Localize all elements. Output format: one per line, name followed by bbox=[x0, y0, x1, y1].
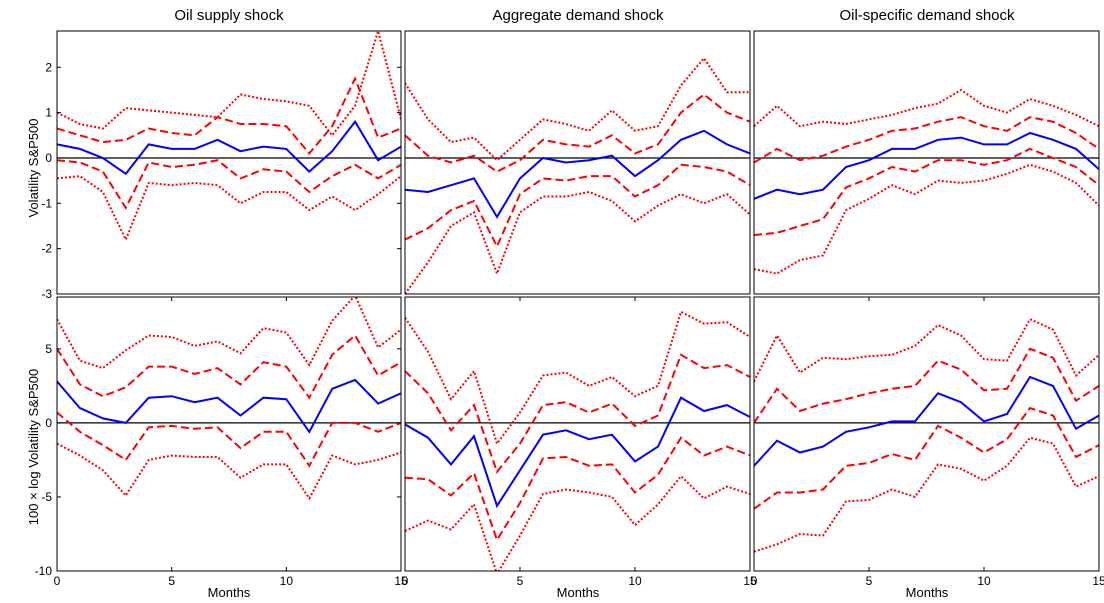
impulse-response-line bbox=[405, 129, 750, 219]
panel-bottom-left: -10 -5 0 5 0 5 10 15 bbox=[35, 296, 408, 588]
confidence-band-dotted-lower bbox=[57, 175, 401, 243]
y-tick-label: 0 bbox=[45, 151, 52, 165]
x-axis-label-left: Months bbox=[208, 585, 251, 600]
panel-title-oil-specific-demand: Oil-specific demand shock bbox=[839, 7, 1015, 24]
confidence-band-dotted-upper bbox=[57, 297, 401, 370]
impulse-response-line bbox=[754, 375, 1099, 467]
x-tick-label: 10 bbox=[628, 574, 642, 588]
y-axis-label-top: Volatility S&P500 bbox=[26, 118, 41, 217]
panel-top-middle bbox=[404, 30, 751, 295]
panel-frame bbox=[56, 296, 402, 572]
x-tick-label: 15 bbox=[394, 574, 408, 588]
confidence-band-dashed-upper bbox=[57, 333, 401, 400]
x-tick-label: 5 bbox=[866, 574, 873, 588]
y-tick-label: 5 bbox=[45, 342, 52, 356]
confidence-band-dashed-upper bbox=[57, 76, 401, 155]
x-axis-label-middle: Months bbox=[557, 585, 600, 600]
confidence-band-dotted-upper bbox=[57, 31, 401, 137]
plot-area-top-right bbox=[754, 88, 1099, 275]
confidence-band-dotted-lower bbox=[405, 474, 750, 571]
confidence-band-dashed-lower bbox=[754, 406, 1099, 510]
x-tick-label: 5 bbox=[517, 574, 524, 588]
confidence-band-dotted-upper bbox=[405, 56, 750, 162]
confidence-band-dashed-lower bbox=[57, 411, 401, 468]
panel-frame bbox=[404, 296, 751, 572]
panel-top-right bbox=[753, 30, 1100, 295]
impulse-response-line bbox=[754, 131, 1099, 200]
y-tick-label: 1 bbox=[45, 106, 52, 120]
confidence-band-dashed-lower bbox=[754, 147, 1099, 237]
x-tick-label: 0 bbox=[402, 574, 409, 588]
confidence-band-dotted-lower bbox=[57, 442, 401, 501]
confidence-band-dashed-upper bbox=[405, 353, 750, 474]
confidence-band-dotted-upper bbox=[754, 88, 1099, 128]
x-axis-label-right: Months bbox=[906, 585, 949, 600]
y-tick-label: -1 bbox=[41, 196, 52, 210]
plot-area-top-middle bbox=[405, 56, 750, 294]
impulse-response-line bbox=[57, 378, 401, 434]
y-tick-label: 2 bbox=[45, 60, 52, 74]
panel-title-oil-supply: Oil supply shock bbox=[174, 7, 284, 24]
panel-frame bbox=[753, 296, 1100, 572]
confidence-band-dashed-upper bbox=[754, 347, 1099, 424]
x-tick-label: 10 bbox=[280, 574, 294, 588]
panel-bottom-right: 0 5 10 15 bbox=[751, 296, 1104, 588]
y-tick-label: -3 bbox=[41, 287, 52, 301]
confidence-band-dotted-lower bbox=[754, 163, 1099, 275]
impulse-response-line bbox=[57, 119, 401, 176]
confidence-band-dashed-upper bbox=[405, 93, 750, 173]
plot-area-bottom-left bbox=[57, 297, 401, 501]
panel-bottom-middle: 0 5 10 15 bbox=[402, 296, 757, 588]
x-tick-label: 15 bbox=[743, 574, 757, 588]
panel-frame bbox=[753, 30, 1100, 295]
confidence-band-dotted-lower bbox=[754, 436, 1099, 553]
x-tick-label: 5 bbox=[168, 574, 175, 588]
confidence-band-dashed-lower bbox=[405, 436, 750, 543]
panel-title-aggregate-demand: Aggregate demand shock bbox=[493, 7, 664, 24]
panel-frame bbox=[56, 30, 402, 295]
y-tick-label: -5 bbox=[41, 490, 52, 504]
plot-area-bottom-middle bbox=[405, 310, 750, 571]
plot-area-top-left bbox=[57, 31, 401, 243]
y-tick-label: -2 bbox=[41, 242, 52, 256]
plot-area-bottom-right bbox=[754, 317, 1099, 553]
confidence-band-dashed-lower bbox=[405, 163, 750, 249]
impulse-response-line bbox=[405, 396, 750, 509]
x-tick-label: 15 bbox=[1092, 574, 1104, 588]
x-tick-label: 10 bbox=[977, 574, 991, 588]
y-axis-label-bottom: 100 × log Volatility S&P500 bbox=[26, 369, 41, 525]
panel-frame bbox=[404, 30, 751, 295]
confidence-band-dashed-upper bbox=[754, 116, 1099, 164]
confidence-band-dotted-upper bbox=[754, 317, 1099, 382]
confidence-band-dotted-upper bbox=[405, 310, 750, 446]
y-tick-label: 0 bbox=[45, 416, 52, 430]
x-tick-label: 0 bbox=[54, 574, 61, 588]
x-tick-label: 0 bbox=[751, 574, 758, 588]
panel-top-left: -3 -2 -1 0 1 2 bbox=[41, 30, 402, 301]
y-tick-label: -10 bbox=[35, 564, 53, 578]
